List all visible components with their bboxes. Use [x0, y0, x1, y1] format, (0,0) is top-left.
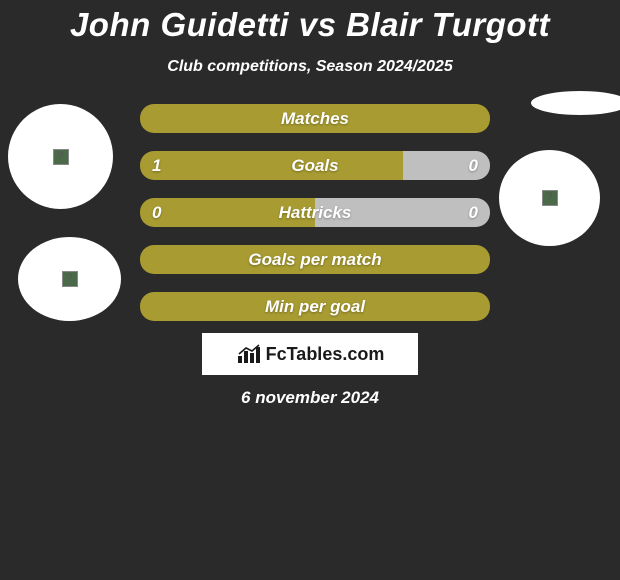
stat-bar-label: Hattricks	[140, 198, 490, 227]
stat-bar: Matches	[140, 104, 490, 133]
comparison-subtitle: Club competitions, Season 2024/2025	[0, 58, 620, 76]
stat-bar-value-right: 0	[469, 198, 478, 227]
image-placeholder-icon	[53, 149, 69, 165]
stat-bar: Goals per match	[140, 245, 490, 274]
player1-photo	[8, 104, 113, 209]
stat-bars: MatchesGoals10Hattricks00Goals per match…	[140, 104, 490, 339]
player2-photo	[531, 91, 620, 115]
brand-chart-icon	[236, 344, 262, 364]
stat-bar-label: Goals	[140, 151, 490, 180]
comparison-title: John Guidetti vs Blair Turgott	[0, 0, 620, 44]
stat-bar: Goals1 0	[140, 151, 490, 180]
stat-bar-value-right: 0	[469, 151, 478, 180]
stat-bar-label: Min per goal	[140, 292, 490, 321]
stat-bar-label: Goals per match	[140, 245, 490, 274]
comparison-content: MatchesGoals10Hattricks00Goals per match…	[0, 104, 620, 444]
stat-bar-label: Matches	[140, 104, 490, 133]
player2-club-logo	[499, 150, 600, 246]
image-placeholder-icon	[542, 190, 558, 206]
stat-bar: Min per goal	[140, 292, 490, 321]
stat-bar: Hattricks0 0	[140, 198, 490, 227]
image-placeholder-icon	[62, 271, 78, 287]
stat-bar-value-left: 1	[152, 151, 161, 180]
stat-bar-value-left: 0	[152, 198, 161, 227]
brand-text: FcTables.com	[266, 344, 385, 365]
brand-badge: FcTables.com	[202, 333, 418, 375]
player1-club-logo	[18, 237, 121, 321]
comparison-date: 6 november 2024	[0, 388, 620, 408]
